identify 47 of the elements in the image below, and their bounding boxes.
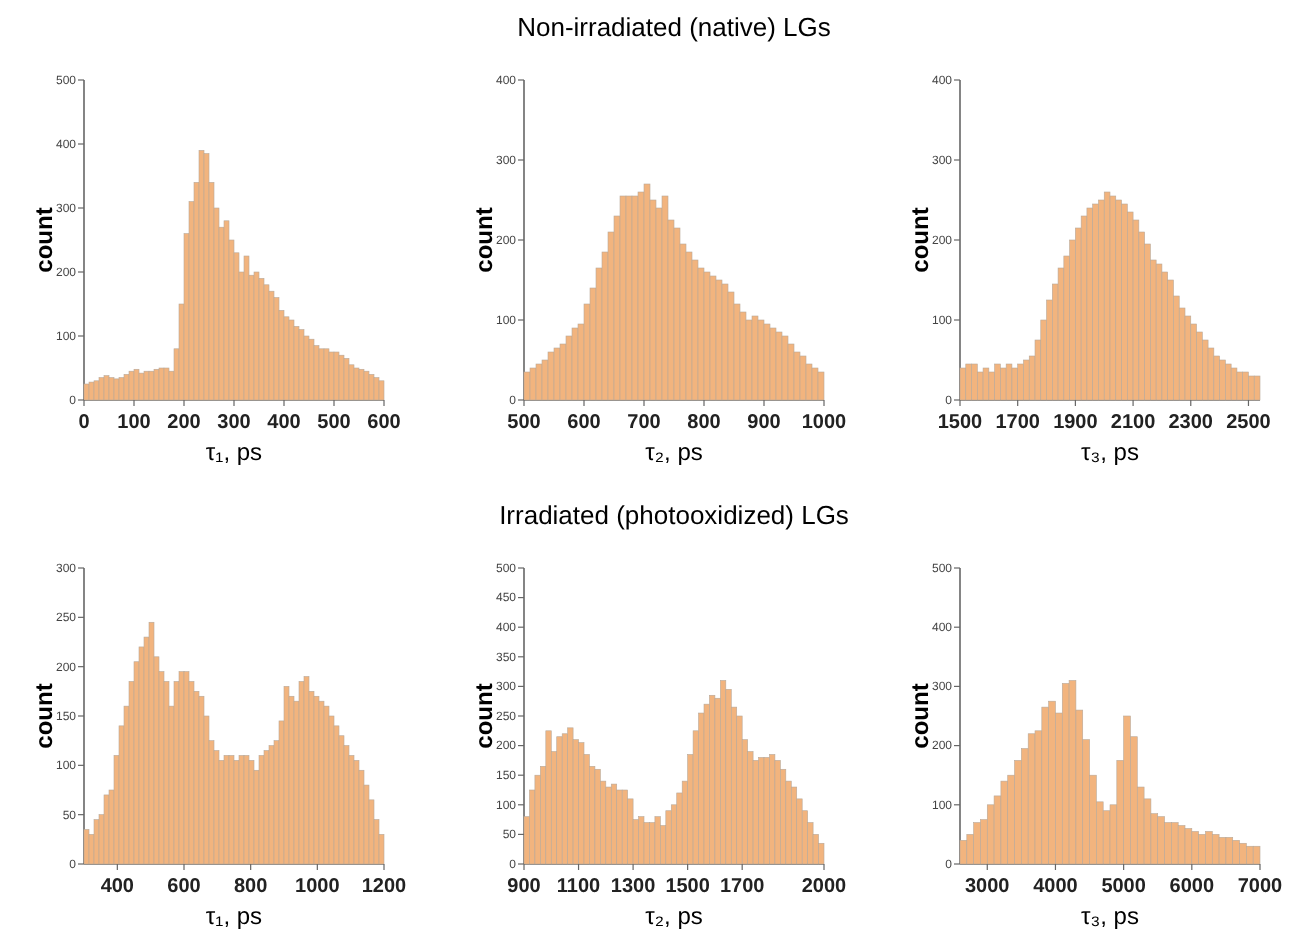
x-axis-title: τ₂, ps — [645, 438, 703, 466]
x-tick-label: 400 — [267, 412, 302, 434]
x-tick-label: 2300 — [1168, 412, 1214, 434]
y-axis-title: count — [30, 683, 58, 749]
x-tick-label: 900 — [507, 876, 542, 898]
x-tick-label: 6000 — [1169, 876, 1215, 898]
x-tick-label: 2500 — [1226, 412, 1272, 434]
x-axis-title: τ₁, ps — [205, 902, 263, 930]
x-tick-label: 1100 — [556, 876, 602, 898]
x-axis-title: τ₁, ps — [205, 438, 263, 466]
x-tick-label: 1700 — [719, 876, 766, 898]
x-tick-label: 4000 — [1033, 876, 1079, 898]
chart-title: Non-irradiated (native) LGs — [517, 12, 832, 42]
x-tick-label: 500 — [317, 412, 352, 434]
x-tick-label: 200 — [167, 412, 202, 434]
x-tick-label: 7000 — [1237, 876, 1284, 898]
x-tick-label: 800 — [687, 412, 722, 434]
x-tick-label: 300 — [217, 412, 252, 434]
y-axis-title: count — [906, 207, 934, 273]
x-tick-label: 600 — [567, 412, 602, 434]
x-tick-label: 600 — [367, 412, 402, 434]
x-tick-label: 1700 — [995, 412, 1041, 434]
x-tick-label: 1500 — [665, 876, 711, 898]
x-tick-label: 400 — [100, 876, 135, 898]
x-tick-label: 100 — [117, 412, 152, 434]
x-tick-label: 1500 — [937, 412, 984, 434]
x-axis-title: τ₃, ps — [1081, 902, 1139, 930]
x-axis-title: τ₃, ps — [1081, 438, 1139, 466]
x-tick-label: 800 — [233, 876, 269, 898]
x-tick-label: 1300 — [610, 876, 657, 898]
y-axis-title: count — [906, 683, 934, 749]
x-tick-label: 2000 — [801, 876, 848, 898]
y-axis-title: count — [30, 207, 58, 273]
x-tick-label: 1000 — [295, 876, 341, 898]
x-tick-label: 2100 — [1110, 412, 1157, 434]
y-axis-title: count — [470, 207, 498, 273]
x-tick-label: 600 — [167, 876, 202, 898]
x-tick-label: 700 — [627, 412, 662, 434]
x-tick-label: 1900 — [1053, 412, 1099, 434]
x-tick-label: 5000 — [1101, 876, 1147, 898]
x-tick-label: 1200 — [361, 876, 408, 898]
chart-title: Irradiated (photooxidized) LGs — [499, 500, 850, 530]
x-tick-label: 3000 — [965, 876, 1011, 898]
x-axis-title: τ₂, ps — [645, 902, 703, 930]
x-tick-label: 1000 — [801, 412, 848, 434]
x-tick-label: 900 — [747, 412, 782, 434]
y-axis-title: count — [470, 683, 498, 749]
